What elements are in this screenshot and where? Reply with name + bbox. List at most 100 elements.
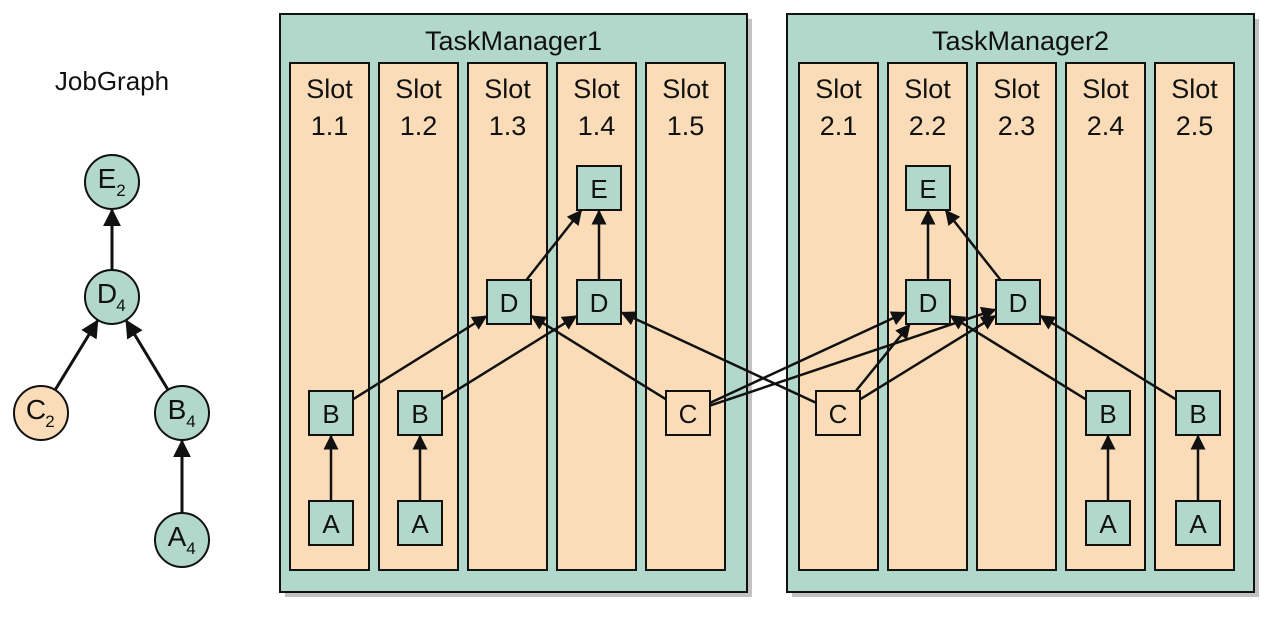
- task-box: [397, 500, 443, 546]
- task-label: C: [679, 399, 698, 429]
- task-b4: B: [1175, 390, 1221, 436]
- jobgraph-edge-b-to-d: [125, 319, 170, 391]
- arrow-c2-to-d3: [854, 323, 911, 392]
- slot-label-word: Slot: [484, 74, 531, 104]
- task-box: [905, 279, 951, 325]
- slot-label-number: 2.5: [1176, 111, 1214, 141]
- slot-box: [645, 62, 726, 571]
- jobgraph-title: JobGraph: [55, 66, 169, 96]
- task-b2: B: [397, 390, 443, 436]
- task-label: D: [590, 288, 609, 318]
- task-managers: TaskManager1 Slot 1.1 Slot 1.2 Slot 1.3 Slot 1.4…: [279, 13, 1259, 597]
- arrow-b1-to-d1: [352, 315, 488, 401]
- slot-label-word: Slot: [662, 74, 709, 104]
- jobgraph-node-circle: [154, 385, 210, 441]
- jobgraph-node-circle: [154, 512, 210, 568]
- jobgraph-node-label: A: [168, 521, 187, 552]
- jobgraph-edge-c-to-d: [53, 319, 99, 391]
- jobgraph-node-parallelism: 2: [116, 181, 125, 200]
- slot-label-word: Slot: [395, 74, 442, 104]
- jobgraph-node-parallelism: 2: [45, 412, 54, 431]
- arrow-c1-to-d4: [709, 306, 997, 407]
- jobgraph-node-label: B: [168, 394, 187, 425]
- task-label: E: [919, 174, 936, 204]
- slot-label-number: 1.5: [667, 111, 705, 141]
- task-label: A: [411, 509, 429, 539]
- task-b3: B: [1085, 390, 1131, 436]
- slot-label-word: Slot: [993, 74, 1040, 104]
- task-box: [1085, 390, 1131, 436]
- task-box: [397, 390, 443, 436]
- task-label: A: [1099, 509, 1117, 539]
- task-d4: D: [995, 279, 1041, 325]
- slot-label-word: Slot: [1171, 74, 1218, 104]
- slot-box: [1065, 62, 1146, 571]
- arrow-b3-to-d3: [949, 315, 1087, 401]
- task-manager-title: TaskManager1: [425, 26, 602, 56]
- task-connections: [323, 209, 1206, 501]
- task-box: [905, 165, 951, 211]
- arrow-c1-to-d1: [530, 315, 667, 401]
- task-label: D: [500, 288, 519, 318]
- task-box: [815, 390, 861, 436]
- slot-1-2: Slot 1.2: [378, 62, 459, 571]
- jobgraph-node-label: E: [98, 163, 117, 194]
- task-a1: A: [308, 500, 354, 546]
- task-e2: E: [905, 165, 951, 211]
- slot-box: [289, 62, 370, 571]
- task-d2: D: [576, 279, 622, 325]
- task-e1: E: [576, 165, 622, 211]
- task-label: A: [1189, 509, 1207, 539]
- task-b1: B: [308, 390, 354, 436]
- jobgraph-node-circle: [13, 385, 69, 441]
- jobgraph-node-parallelism: 4: [116, 296, 125, 315]
- jobgraph-node-circle: [84, 154, 140, 210]
- task-box: [665, 390, 711, 436]
- slot-label-number: 1.4: [578, 111, 616, 141]
- task-boxes: E E D D D D C C B B B B A A A A: [308, 165, 1221, 546]
- slot-label-number: 1.2: [400, 111, 438, 141]
- slot-label-word: Slot: [815, 74, 862, 104]
- task-box: [1175, 500, 1221, 546]
- task-label: D: [919, 288, 938, 318]
- task-box: [576, 279, 622, 325]
- task-box: [1175, 390, 1221, 436]
- slot-1-5: Slot 1.5: [645, 62, 726, 571]
- slot-label-number: 1.3: [489, 111, 527, 141]
- slot-box: [798, 62, 879, 571]
- slot-2-4: Slot 2.4: [1065, 62, 1146, 571]
- task-label: C: [829, 399, 848, 429]
- jobgraph-nodes: E 2D 4C 2 B 4A 4: [13, 154, 210, 568]
- jobgraph-node-label: C: [26, 394, 46, 425]
- task-label: D: [1009, 288, 1028, 318]
- task-label: B: [1189, 399, 1206, 429]
- task-manager-title: TaskManager2: [932, 26, 1109, 56]
- slot-label-number: 2.2: [909, 111, 947, 141]
- task-label: B: [411, 399, 428, 429]
- slot-1-1: Slot 1.1: [289, 62, 370, 571]
- task-d3: D: [905, 279, 951, 325]
- slot-label-word: Slot: [306, 74, 353, 104]
- arrow-c1-to-d3: [709, 311, 907, 404]
- slot-label-number: 2.3: [998, 111, 1036, 141]
- jobgraph-node-parallelism: 4: [186, 412, 195, 431]
- task-box: [486, 279, 532, 325]
- arrow-d4-to-e2: [945, 209, 1002, 281]
- slot-box: [378, 62, 459, 571]
- task-a4: A: [1175, 500, 1221, 546]
- task-box: [308, 500, 354, 546]
- task-a2: A: [397, 500, 443, 546]
- jobgraph-node-parallelism: 4: [186, 539, 195, 558]
- slot-label-word: Slot: [904, 74, 951, 104]
- task-c2: C: [815, 390, 861, 436]
- jobgraph-node-label: D: [97, 278, 117, 309]
- slot-label-word: Slot: [573, 74, 620, 104]
- arrow-b4-to-d4: [1039, 315, 1177, 401]
- task-c1: C: [665, 390, 711, 436]
- arrow-d1-to-e1: [525, 209, 582, 281]
